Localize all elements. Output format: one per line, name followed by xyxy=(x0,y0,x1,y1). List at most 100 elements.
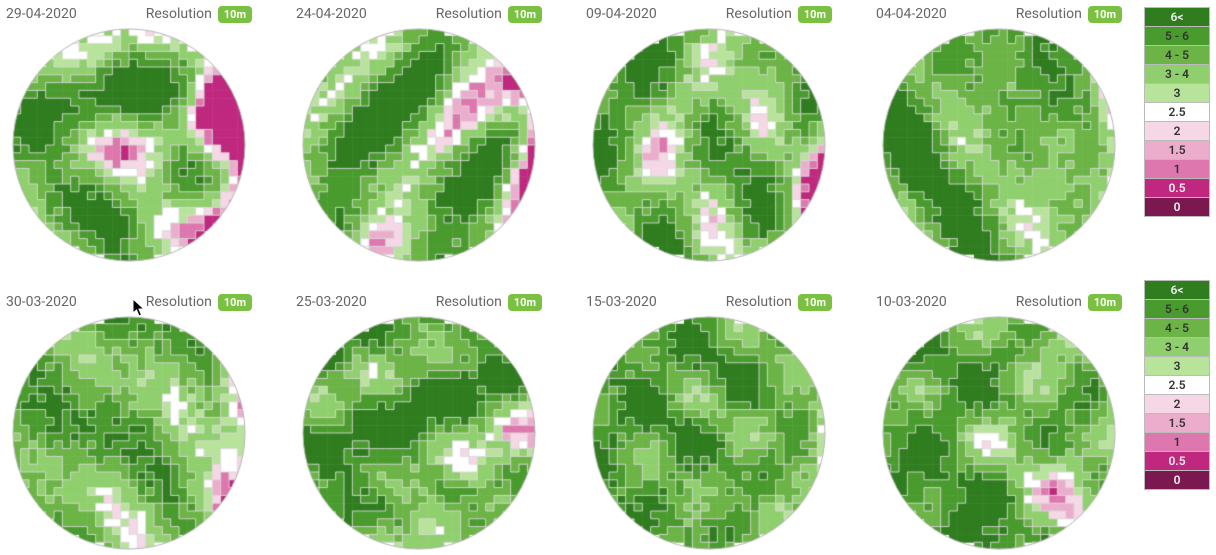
resolution-badge: 10m xyxy=(508,6,542,23)
color-legend: 6<5 - 64 - 53 - 432.521.510.50 xyxy=(1144,281,1210,490)
panel-date: 30-03-2020 xyxy=(6,294,77,310)
panel-header: 24-04-2020Resolution10m xyxy=(294,4,544,28)
legend-label: 1.5 xyxy=(1168,143,1185,157)
resolution-wrap: Resolution10m xyxy=(726,6,832,23)
color-legend: 6<5 - 64 - 53 - 432.521.510.50 xyxy=(1144,8,1210,217)
panel-date: 25-03-2020 xyxy=(296,294,367,310)
heatmap-canvas[interactable] xyxy=(874,28,1124,262)
resolution-wrap: Resolution 10m xyxy=(146,294,252,311)
map-panel[interactable]: 24-04-2020Resolution10m xyxy=(294,4,544,262)
heatmap-canvas[interactable] xyxy=(294,316,544,550)
map-panel[interactable]: 15-03-2020 Resolution 10m xyxy=(584,292,834,550)
map-panel[interactable]: 25-03-2020 Resolution 10m xyxy=(294,292,544,550)
heatmap-canvas[interactable] xyxy=(4,28,254,262)
legend-label: 6< xyxy=(1171,10,1184,24)
legend-row: 1.5 xyxy=(1144,413,1210,433)
resolution-label: Resolution xyxy=(436,6,502,22)
panel-row: 29-04-2020Resolution10m24-04-2020Resolut… xyxy=(4,4,1124,262)
map-panel[interactable]: 09-04-2020 Resolution10m xyxy=(584,4,834,262)
resolution-badge: 10m xyxy=(508,294,542,311)
legend-label: 5 - 6 xyxy=(1165,29,1189,43)
panel-header: 29-04-2020 Resolution 10m xyxy=(4,4,254,28)
map-canvas-wrap[interactable] xyxy=(874,28,1124,262)
resolution-wrap: Resolution 10m xyxy=(1016,6,1122,23)
page-root: 29-04-2020Resolution10m24-04-2020Resolut… xyxy=(0,0,1216,554)
legend-row: 3 - 4 xyxy=(1144,64,1210,84)
resolution-badge: 10m xyxy=(218,6,252,23)
legend-label: 5 - 6 xyxy=(1165,302,1189,316)
map-panel[interactable]: 10-03-2020 Resolution 10m xyxy=(874,292,1124,550)
legend-label: 3 - 4 xyxy=(1165,340,1189,354)
resolution-badge: 10m xyxy=(218,294,252,311)
heatmap-canvas[interactable] xyxy=(874,316,1124,550)
legend-row: 2 xyxy=(1144,121,1210,141)
panel-header: 30-03-2020 Resolution 10m xyxy=(4,292,254,316)
heatmap-canvas[interactable] xyxy=(294,28,544,262)
legend-row: 0 xyxy=(1144,470,1210,490)
panel-date: 10-03-2020 xyxy=(876,294,947,310)
legend-label: 4 - 5 xyxy=(1165,321,1189,335)
map-panel[interactable]: 04-04-2020 Resolution 10m xyxy=(874,4,1124,262)
legend-label: 1.5 xyxy=(1168,416,1185,430)
legend-label: 6< xyxy=(1171,283,1184,297)
legend-row: 0.5 xyxy=(1144,451,1210,471)
heatmap-canvas[interactable] xyxy=(4,316,254,550)
legend-label: 2.5 xyxy=(1168,105,1185,119)
map-panel[interactable]: 29-04-2020 Resolution 10m xyxy=(4,4,254,262)
panel-header: 10-03-2020 Resolution 10m xyxy=(874,292,1124,316)
legend-label: 0 xyxy=(1174,200,1181,214)
map-canvas-wrap[interactable] xyxy=(4,28,254,262)
resolution-wrap: Resolution 10m xyxy=(726,294,832,311)
panel-header: 25-03-2020 Resolution 10m xyxy=(294,292,544,316)
resolution-label: Resolution xyxy=(146,6,212,22)
resolution-label: Resolution xyxy=(146,294,212,310)
panel-header: 09-04-2020 Resolution10m xyxy=(584,4,834,28)
map-canvas-wrap[interactable] xyxy=(584,28,834,262)
heatmap-canvas[interactable] xyxy=(584,316,834,550)
resolution-label: Resolution xyxy=(726,294,792,310)
resolution-badge: 10m xyxy=(1088,6,1122,23)
legend-row: 5 - 6 xyxy=(1144,299,1210,319)
resolution-wrap: Resolution 10m xyxy=(436,6,542,23)
legend-label: 2.5 xyxy=(1168,378,1185,392)
legend-label: 3 - 4 xyxy=(1165,67,1189,81)
legend-row: 6< xyxy=(1144,280,1210,300)
legend-row: 2 xyxy=(1144,394,1210,414)
panel-date: 09-04-2020 xyxy=(586,6,657,22)
resolution-wrap: Resolution 10m xyxy=(436,294,542,311)
map-canvas-wrap[interactable] xyxy=(294,28,544,262)
resolution-label: Resolution xyxy=(1016,6,1082,22)
panel-row: 30-03-2020 Resolution 10m 25-03-2020 Resolut… xyxy=(4,292,1124,550)
legend-row: 2.5 xyxy=(1144,102,1210,122)
map-canvas-wrap[interactable] xyxy=(584,316,834,550)
legend-row: 3 xyxy=(1144,83,1210,103)
panel-date: 04-04-2020 xyxy=(876,6,947,22)
legend-column: 6< 5 - 6 4 - 5 3 - 4 3 2.5 2 1.5 1 0.5 0 6< 5 - 6 4 … xyxy=(1144,4,1216,550)
resolution-badge: 10m xyxy=(1088,294,1122,311)
resolution-label: Resolution xyxy=(436,294,502,310)
panel-date: 15-03-2020 xyxy=(586,294,657,310)
map-canvas-wrap[interactable] xyxy=(294,316,544,550)
legend-label: 4 - 5 xyxy=(1165,48,1189,62)
legend-row: 5 - 6 xyxy=(1144,26,1210,46)
legend-row: 2.5 xyxy=(1144,375,1210,395)
legend-row: 6< xyxy=(1144,7,1210,27)
legend-label: 1 xyxy=(1174,435,1181,449)
legend-label: 2 xyxy=(1174,397,1181,411)
legend-row: 4 - 5 xyxy=(1144,45,1210,65)
resolution-label: Resolution xyxy=(1016,294,1082,310)
legend-label: 2 xyxy=(1174,124,1181,138)
panel-header: 04-04-2020 Resolution 10m xyxy=(874,4,1124,28)
legend-label: 0 xyxy=(1174,473,1181,487)
resolution-wrap: Resolution 10m xyxy=(146,6,252,23)
map-panel[interactable]: 30-03-2020 Resolution 10m xyxy=(4,292,254,550)
heatmap-canvas[interactable] xyxy=(584,28,834,262)
legend-label: 3 xyxy=(1174,86,1181,100)
legend-row: 1.5 xyxy=(1144,140,1210,160)
legend-row: 0.5 xyxy=(1144,178,1210,198)
map-canvas-wrap[interactable] xyxy=(4,316,254,550)
resolution-badge: 10m xyxy=(798,294,832,311)
map-canvas-wrap[interactable] xyxy=(874,316,1124,550)
resolution-badge: 10m xyxy=(798,6,832,23)
panel-date: 29-04-2020 xyxy=(6,6,77,22)
